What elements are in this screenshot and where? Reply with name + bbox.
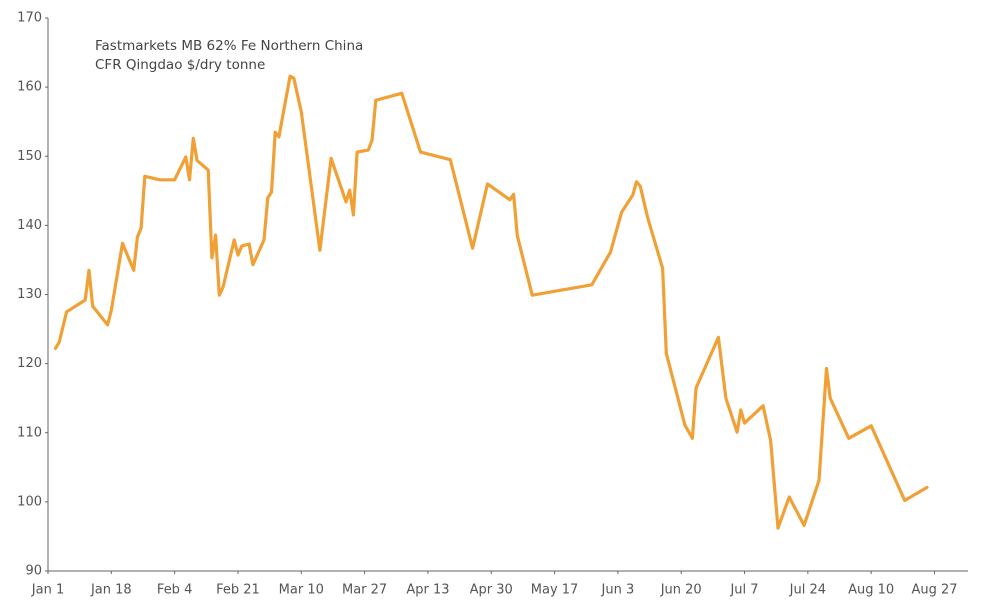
- x-tick-label: Jan 18: [90, 583, 132, 598]
- x-tick-label: Jul 24: [789, 583, 826, 598]
- x-tick-label: Aug 27: [911, 583, 957, 598]
- price-line: [53, 74, 929, 530]
- x-tick-label: Apr 30: [470, 583, 513, 598]
- y-tick-label: 100: [17, 494, 42, 509]
- x-tick-label: Jul 7: [729, 583, 758, 598]
- y-tick-label: 170: [17, 11, 42, 26]
- y-tick-label: 140: [17, 218, 42, 233]
- x-tick-label: Feb 21: [216, 583, 260, 598]
- x-tick-label: Jun 20: [660, 583, 702, 598]
- x-tick-label: Feb 4: [157, 583, 192, 598]
- y-tick-label: 130: [17, 287, 42, 302]
- x-tick-label: Aug 10: [848, 583, 894, 598]
- annotation: CFR Qingdao $/dry tonne: [95, 57, 265, 73]
- y-tick-label: 150: [17, 149, 42, 164]
- y-tick-label: 120: [17, 356, 42, 371]
- x-tick-label: Jun 3: [601, 583, 635, 598]
- y-tick-label: 90: [25, 564, 42, 579]
- y-tick-label: 110: [17, 425, 42, 440]
- x-tick-label: May 17: [531, 583, 579, 598]
- x-tick-label: Apr 13: [406, 583, 449, 598]
- y-tick-label: 160: [17, 80, 42, 95]
- annotation: Fastmarkets MB 62% Fe Northern China: [95, 38, 363, 54]
- x-tick-label: Mar 27: [342, 583, 387, 598]
- x-tick-label: Jan 1: [31, 583, 64, 598]
- x-tick-label: Mar 10: [279, 583, 324, 598]
